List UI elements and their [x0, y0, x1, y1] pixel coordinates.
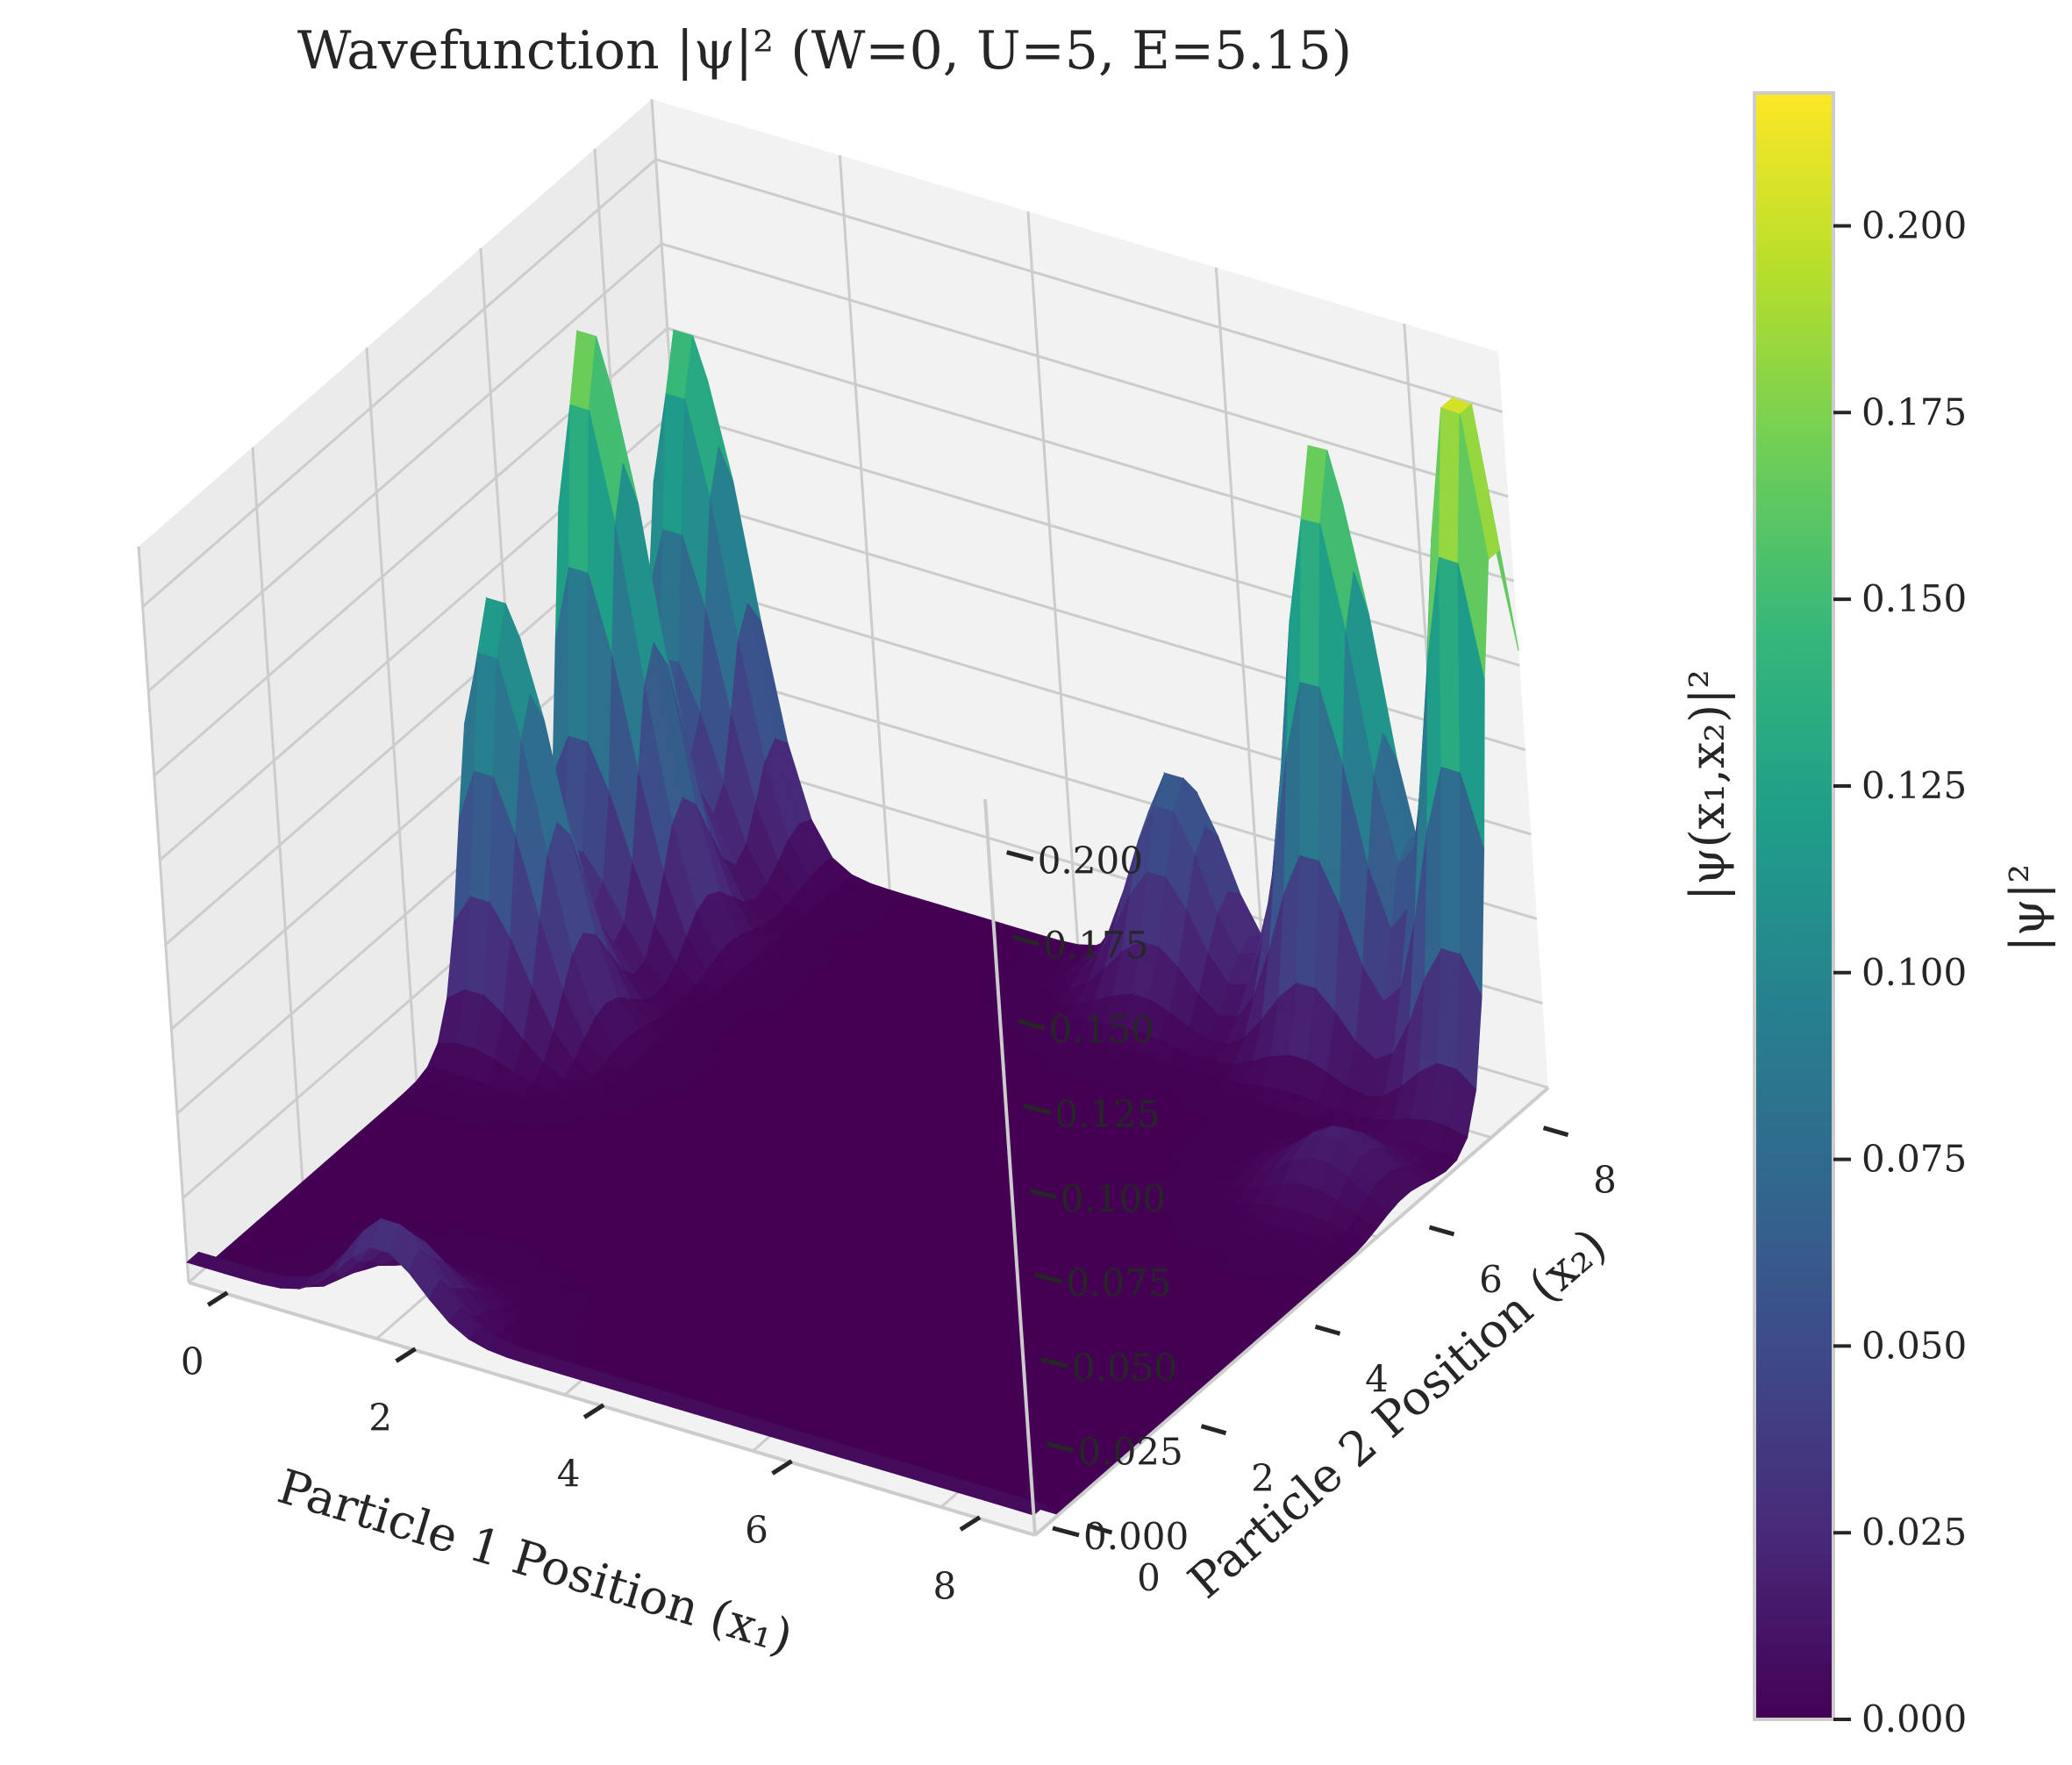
wavefunction-surface — [186, 329, 1519, 1516]
gridline-left-y — [137, 546, 190, 1283]
surface-facet — [568, 404, 590, 575]
z-tick-label: 0.050 — [1072, 1346, 1177, 1389]
y-tick-label: 4 — [1365, 1357, 1389, 1400]
z-tick-label: 0.125 — [1054, 1093, 1160, 1136]
y-tick-mark — [1086, 1523, 1113, 1535]
y-axis-line — [1033, 1086, 1550, 1537]
z-tick-mark — [1029, 1188, 1057, 1200]
gridline-left-z — [141, 158, 657, 608]
axis-ticks: 0 2 4 6 8 0 2 4 6 8 0.000 0.025 0.050 0.075 0.100 0.125… — [181, 840, 1617, 1608]
colorbar-tick-label: 0.075 — [1861, 1138, 1967, 1181]
z-axis-line — [983, 798, 1037, 1536]
gridline-back-z — [655, 158, 1504, 414]
z-tick-mark — [1018, 1018, 1046, 1031]
y-tick-mark — [1200, 1424, 1227, 1436]
x-tick-mark — [206, 1290, 229, 1307]
x-tick-label: 8 — [933, 1565, 957, 1608]
colorbar-tick-label: 0.175 — [1861, 390, 1967, 433]
gridline-left-y — [251, 447, 304, 1183]
z-tick-label: 0.175 — [1043, 924, 1148, 967]
axes-3d: 0 2 4 6 8 0 2 4 6 8 0.000 0.025 0.050 0.075 0.100 0.125… — [137, 98, 1617, 1608]
surface-facet — [1299, 518, 1321, 689]
z-tick-mark — [1034, 1272, 1063, 1284]
gridline-left-z — [147, 242, 663, 693]
z-tick-mark — [1006, 850, 1034, 862]
z-tick-label: 0.150 — [1049, 1008, 1154, 1051]
x-tick-mark — [582, 1403, 605, 1419]
y-tick-label: 8 — [1593, 1159, 1617, 1202]
surface-facet — [1440, 766, 1461, 956]
y-tick-mark — [1428, 1225, 1455, 1237]
surface-facet — [1438, 407, 1461, 565]
colorbar-label: |ψ|² — [2000, 864, 2055, 952]
y-tick-label: 2 — [1251, 1457, 1275, 1500]
colorbar-bar — [1753, 91, 1835, 1721]
z-axis-label: |ψ(x₁,x₂)|² — [1680, 669, 1735, 901]
gridline-back-x — [1026, 211, 1080, 948]
y-tick-label: 0 — [1137, 1556, 1161, 1599]
y-tick-mark — [1542, 1125, 1569, 1138]
surface-facet — [568, 567, 589, 743]
gridline-back-x — [1214, 267, 1268, 1004]
colorbar-tick-label: 0.150 — [1861, 577, 1967, 620]
colorbar-ticks: 0.000 0.025 0.050 0.075 0.100 0.125 0.150 0.175… — [1833, 204, 1967, 1740]
gridline-back-x — [838, 154, 891, 892]
y-tick-mark — [1314, 1324, 1341, 1336]
z-tick-mark — [1040, 1356, 1068, 1368]
surface-facet — [1013, 1498, 1047, 1516]
surface-facet — [1299, 682, 1320, 862]
pane-left — [139, 99, 702, 1283]
z-tick-mark — [1011, 934, 1040, 947]
z-tick-label: 0.200 — [1038, 840, 1143, 882]
z-tick-label: 0.100 — [1061, 1177, 1166, 1220]
z-tick-label: 0.025 — [1078, 1431, 1183, 1474]
x-tick-label: 4 — [557, 1453, 581, 1496]
z-tick-mark — [1052, 1526, 1080, 1538]
x-tick-mark — [395, 1347, 417, 1363]
colorbar: 0.000 0.025 0.050 0.075 0.100 0.125 0.150 0.175… — [1753, 91, 2055, 1740]
gridline-back-z — [667, 326, 1515, 582]
z-tick-mark — [1023, 1104, 1051, 1115]
z-tick-mark — [1046, 1441, 1075, 1454]
y-tick-label: 6 — [1479, 1258, 1503, 1301]
colorbar-tick-label: 0.000 — [1861, 1697, 1967, 1740]
z-tick-label: 0.000 — [1083, 1515, 1189, 1558]
z-tick-label: 0.075 — [1066, 1261, 1171, 1304]
gridline-back-z — [672, 411, 1520, 667]
surface-facet — [662, 393, 686, 536]
colorbar-tick-label: 0.100 — [1861, 951, 1967, 994]
colorbar-tick-label: 0.200 — [1861, 204, 1967, 247]
gridline-left-y — [365, 347, 418, 1084]
colorbar-tick-label: 0.050 — [1861, 1324, 1967, 1367]
x-tick-mark — [959, 1515, 982, 1532]
axis-lines — [188, 798, 1550, 1537]
x-axis-line — [188, 1281, 1036, 1537]
colorbar-tick-label: 0.025 — [1861, 1511, 1967, 1554]
x-tick-mark — [771, 1459, 793, 1476]
colorbar-tick-label: 0.125 — [1861, 764, 1967, 807]
gridline-back-z — [661, 242, 1509, 498]
x-tick-label: 0 — [181, 1340, 204, 1383]
x-tick-label: 2 — [368, 1397, 392, 1440]
chart-title: Wavefunction |ψ|² (W=0, U=5, E=5.15) — [297, 20, 1352, 82]
x-axis-label: Particle 1 Position (x₁) — [272, 1459, 799, 1665]
x-tick-label: 6 — [745, 1509, 768, 1552]
surface-facet — [1438, 556, 1461, 775]
